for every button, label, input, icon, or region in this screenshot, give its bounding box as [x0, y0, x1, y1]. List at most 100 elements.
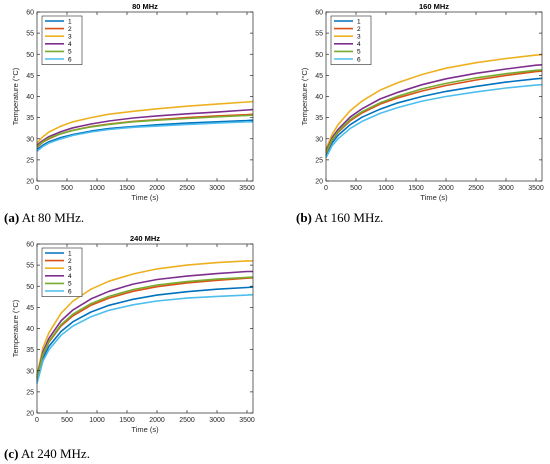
series-line-4: [36, 270, 253, 378]
legend-label-3: 3: [68, 34, 72, 41]
y-tick-label: 20: [26, 411, 34, 418]
series-line-1: [325, 77, 543, 157]
series-line-1: [36, 286, 254, 382]
legend-label-4: 4: [357, 41, 361, 48]
legend-box: [41, 15, 83, 65]
x-tick-label: 2500: [179, 417, 195, 424]
x-axis-label: Time (s): [420, 193, 448, 202]
chart-2: 0 500 1000 1500 2000 2500 3000 3500202530354045…: [300, 2, 544, 202]
legend-label-5: 5: [68, 281, 72, 288]
y-tick-label: 60: [26, 242, 34, 249]
x-tick-label: 2500: [179, 185, 195, 192]
series-line-4: [36, 108, 254, 146]
caption-c: (c) At 240 MHz.: [4, 446, 90, 461]
series-line-6: [36, 121, 253, 153]
y-tick-label: 40: [26, 94, 34, 101]
y-tick-label: 50: [315, 52, 323, 59]
x-tick-label: 1000: [89, 417, 105, 424]
x-tick-label: 0: [35, 417, 39, 424]
y-axis-label: Temperature (°C): [11, 67, 20, 125]
series-line-2: [325, 70, 543, 154]
x-tick-label: 2500: [468, 185, 484, 192]
legend-label-5: 5: [68, 49, 72, 56]
caption-b: (b) At 160 MHz.: [296, 210, 384, 225]
y-tick-label: 25: [315, 157, 323, 164]
x-tick-label: 2000: [149, 417, 165, 424]
legend-box: [41, 247, 83, 297]
x-tick-label: 3000: [498, 185, 514, 192]
series-line-1: [36, 119, 254, 150]
y-tick-label: 35: [26, 115, 34, 122]
legend-label-2: 2: [68, 258, 72, 265]
x-axis-label: Time (s): [131, 425, 159, 434]
x-tick-label: 3500: [239, 417, 255, 424]
x-tick-label: 500: [350, 185, 362, 192]
x-tick-label: 3500: [239, 185, 255, 192]
legend-label-4: 4: [68, 41, 72, 48]
chart-title: 160 MHz: [419, 2, 449, 11]
series-line-5: [325, 69, 543, 154]
series-line-4: [325, 64, 543, 152]
chart-1: 0 500 1000 1500 2000 2500 3000 3500202530354045…: [11, 2, 255, 202]
x-tick-label: 1000: [378, 185, 394, 192]
y-tick-label: 45: [26, 305, 34, 312]
y-tick-label: 50: [26, 284, 34, 291]
y-tick-label: 45: [26, 73, 34, 80]
x-tick-label: 1500: [119, 417, 135, 424]
y-tick-label: 25: [26, 389, 34, 396]
legend-label-4: 4: [68, 273, 72, 280]
legend-label-5: 5: [357, 49, 361, 56]
legend-label-6: 6: [68, 56, 72, 63]
legend-label-2: 2: [357, 26, 361, 33]
y-tick-label: 35: [26, 347, 34, 354]
y-tick-label: 60: [315, 10, 323, 17]
y-tick-label: 25: [26, 157, 34, 164]
legend-label-1: 1: [68, 18, 72, 25]
y-tick-label: 30: [26, 368, 34, 375]
series-line-5: [36, 276, 254, 379]
legend-label-3: 3: [68, 266, 72, 273]
chart-title: 80 MHz: [132, 2, 158, 11]
x-tick-label: 500: [61, 185, 73, 192]
x-tick-label: 0: [324, 185, 328, 192]
x-tick-label: 0: [35, 185, 39, 192]
chart-title: 240 MHz: [130, 234, 160, 243]
x-axis-label: Time (s): [131, 193, 159, 202]
y-tick-label: 20: [26, 179, 34, 186]
x-tick-label: 3500: [528, 185, 544, 192]
legend-box: [330, 15, 372, 65]
y-tick-label: 50: [26, 52, 34, 59]
x-tick-label: 2000: [438, 185, 454, 192]
y-tick-label: 60: [26, 10, 34, 17]
x-tick-label: 1500: [408, 185, 424, 192]
legend-label-1: 1: [357, 18, 361, 25]
chart-3: 0 500 1000 1500 2000 2500 3000 3500202530354045…: [11, 234, 255, 434]
y-tick-label: 20: [315, 179, 323, 186]
legend-label-2: 2: [68, 26, 72, 33]
y-tick-label: 45: [315, 73, 323, 80]
x-tick-label: 500: [61, 417, 73, 424]
y-axis-label: Temperature (°C): [300, 67, 309, 125]
y-axis-label: Temperature (°C): [11, 299, 20, 357]
x-tick-label: 1500: [119, 185, 135, 192]
series-line-3: [36, 260, 253, 376]
x-tick-label: 3000: [209, 185, 225, 192]
y-tick-label: 30: [26, 136, 34, 143]
series-line-6: [36, 293, 254, 384]
series-line-5: [36, 114, 254, 148]
y-tick-label: 55: [315, 31, 323, 38]
y-tick-label: 35: [315, 115, 323, 122]
y-tick-label: 30: [315, 136, 323, 143]
y-tick-label: 40: [315, 94, 323, 101]
caption-a: (a) At 80 MHz.: [4, 210, 85, 225]
legend-label-3: 3: [357, 34, 361, 41]
series-line-3: [325, 53, 543, 150]
legend-label-6: 6: [357, 56, 361, 63]
y-tick-label: 55: [26, 31, 34, 38]
y-tick-label: 40: [26, 326, 34, 333]
legend-label-1: 1: [68, 250, 72, 257]
series-line-6: [325, 83, 543, 159]
